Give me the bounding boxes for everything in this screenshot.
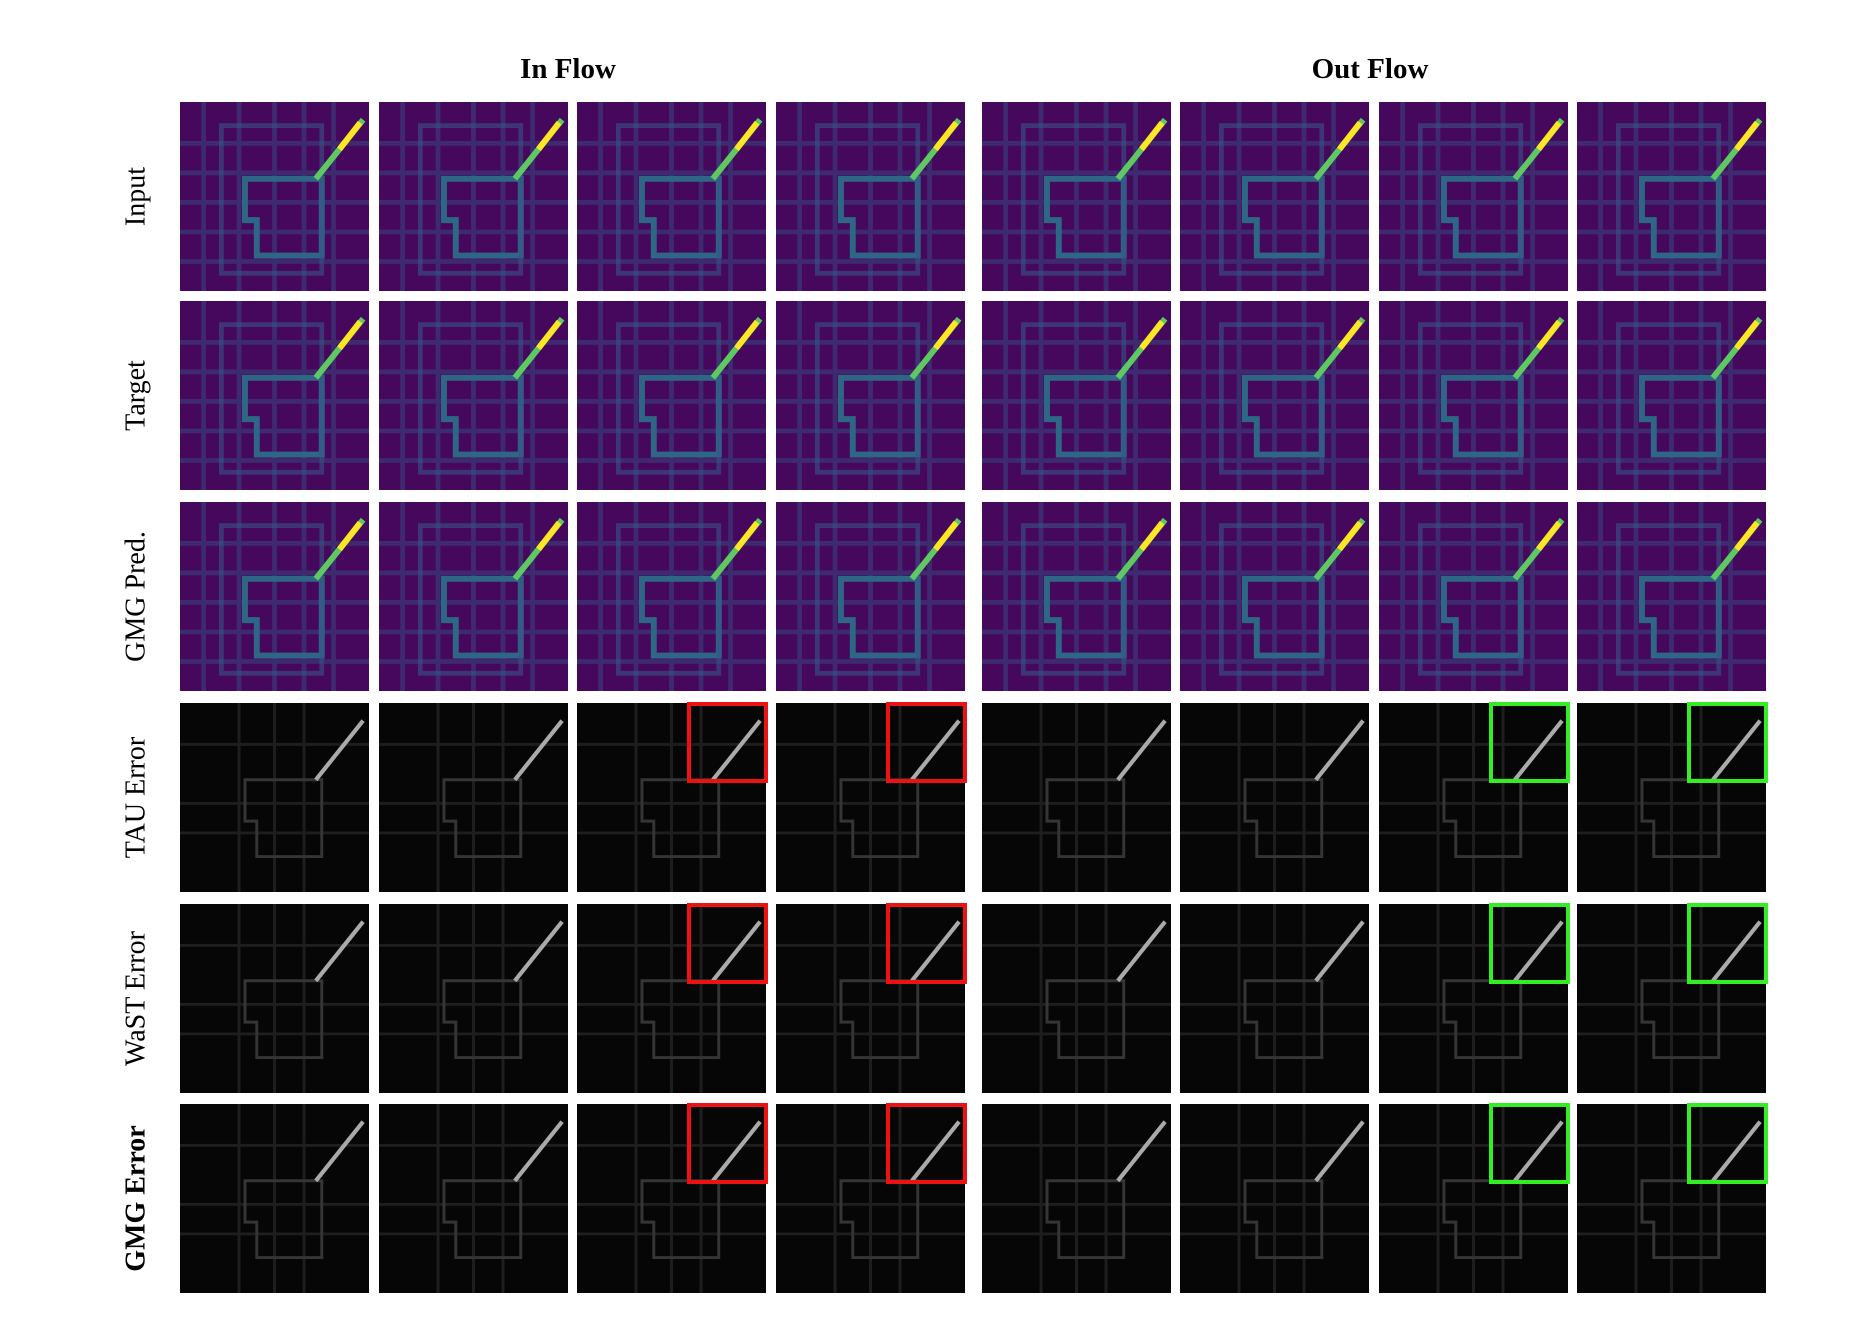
panel-image [577, 301, 766, 490]
panel-image [577, 1104, 766, 1293]
panel-image [776, 1104, 965, 1293]
panel-image [982, 102, 1171, 291]
highlight-box [886, 903, 967, 984]
column-header: Out Flow [1312, 53, 1429, 85]
highlight-box [1687, 702, 1768, 783]
panel-image [982, 502, 1171, 691]
panel-image [379, 102, 568, 291]
row-label: WaST Error [120, 930, 151, 1066]
panel-image [1577, 703, 1766, 892]
column-header: In Flow [520, 53, 616, 85]
highlight-box [687, 702, 768, 783]
panel-image [577, 904, 766, 1093]
panel-image [180, 904, 369, 1093]
panel-image [776, 301, 965, 490]
panel-image [379, 703, 568, 892]
panel-image [379, 301, 568, 490]
panel-image [180, 703, 369, 892]
panel-image [180, 1104, 369, 1293]
panel-image [1577, 904, 1766, 1093]
highlight-box [1489, 702, 1570, 783]
panel-image [776, 502, 965, 691]
highlight-box [886, 702, 967, 783]
panel-image [776, 904, 965, 1093]
highlight-box [1687, 903, 1768, 984]
panel-image [982, 301, 1171, 490]
highlight-box [687, 1103, 768, 1184]
panel-image [1577, 102, 1766, 291]
panel-image [982, 904, 1171, 1093]
panel-image [379, 1104, 568, 1293]
panel-image [1379, 703, 1568, 892]
row-label: GMG Error [120, 1125, 151, 1271]
row-label: TAU Error [120, 736, 151, 858]
panel-image [982, 1104, 1171, 1293]
panel-grid [180, 102, 1768, 1293]
panel-image [577, 102, 766, 291]
panel-image [776, 703, 965, 892]
panel-image [1379, 301, 1568, 490]
panel-image [1180, 703, 1369, 892]
panel-image [1180, 502, 1369, 691]
panel-image [982, 703, 1171, 892]
panel-image [1180, 301, 1369, 490]
highlight-box [1687, 1103, 1768, 1184]
panel-image [1180, 102, 1369, 291]
panel-image [180, 102, 369, 291]
panel-image [180, 502, 369, 691]
highlight-box [886, 1103, 967, 1184]
panel-image [776, 102, 965, 291]
row-label: Input [120, 167, 151, 226]
highlight-box [1489, 1103, 1570, 1184]
panel-image [1577, 1104, 1766, 1293]
panel-image [1379, 904, 1568, 1093]
panel-image [1577, 502, 1766, 691]
panel-image [379, 904, 568, 1093]
row-label: GMG Pred. [120, 531, 151, 662]
panel-image [1379, 502, 1568, 691]
panel-image [1379, 1104, 1568, 1293]
highlight-box [1489, 903, 1570, 984]
panel-image [379, 502, 568, 691]
panel-image [1180, 904, 1369, 1093]
highlight-box [687, 903, 768, 984]
panel-image [577, 703, 766, 892]
panel-image [1379, 102, 1568, 291]
row-label: Target [120, 360, 151, 431]
panel-image [1180, 1104, 1369, 1293]
panel-image [577, 502, 766, 691]
panel-image [180, 301, 369, 490]
panel-image [1577, 301, 1766, 490]
